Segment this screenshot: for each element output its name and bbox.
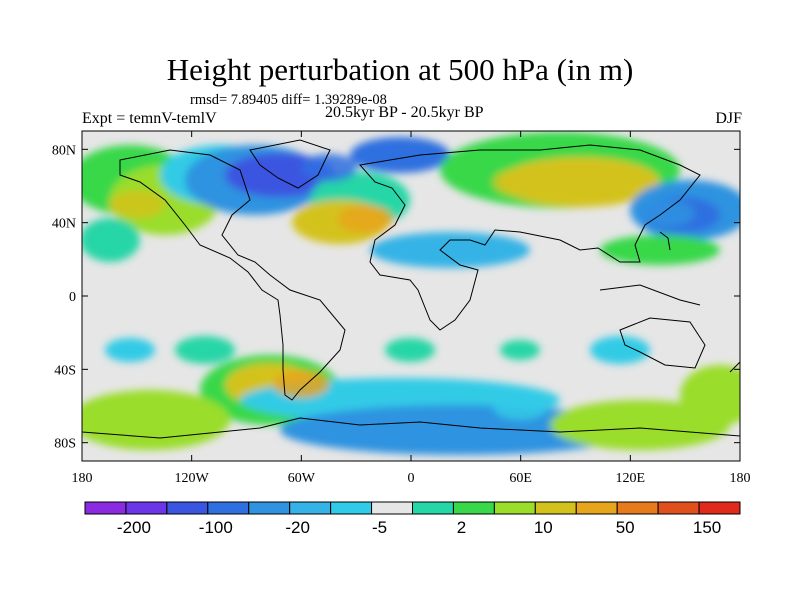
legend-swatch xyxy=(452,501,495,515)
perturbation-cell xyxy=(337,205,394,233)
legend-swatch xyxy=(616,501,659,515)
legend-label: 50 xyxy=(616,518,635,537)
lat-tick-label: 40S xyxy=(54,363,76,378)
perturbation-cell xyxy=(300,153,357,182)
shading-band xyxy=(550,400,730,450)
shading-band xyxy=(600,235,720,265)
legend-swatch xyxy=(330,501,373,515)
shading-band xyxy=(280,405,640,455)
perturbation-cell xyxy=(108,401,165,430)
legend-label: 2 xyxy=(457,518,466,537)
season-label: DJF xyxy=(715,110,742,127)
shading-band xyxy=(680,365,740,425)
lon-tick-label: 0 xyxy=(408,471,415,486)
legend-label: -200 xyxy=(117,518,151,537)
legend-label: 150 xyxy=(693,518,721,537)
experiment-label: Expt = temnV-temlV xyxy=(82,110,217,127)
shading-band xyxy=(105,338,155,362)
lon-tick-label: 120E xyxy=(616,471,646,486)
lat-tick-label: 80S xyxy=(54,437,76,452)
stats-label: rmsd= 7.89405 diff= 1.39289e-08 xyxy=(190,92,387,108)
legend-label: 10 xyxy=(534,518,553,537)
legend-swatch xyxy=(84,501,127,515)
shading-band xyxy=(82,218,140,262)
legend-swatch xyxy=(248,501,291,515)
shading-band xyxy=(175,336,235,364)
legend-swatch xyxy=(371,501,413,515)
legend-label: -20 xyxy=(285,518,310,537)
coastlines xyxy=(82,139,740,439)
lon-tick-label: 120W xyxy=(175,471,210,486)
shading-band xyxy=(350,137,450,173)
legend-swatch xyxy=(289,501,332,515)
shading-band xyxy=(500,157,660,207)
legend-swatch xyxy=(575,501,618,515)
lon-tick-label: 180 xyxy=(72,471,93,486)
legend-swatch xyxy=(493,501,536,515)
perturbation-cell xyxy=(492,168,549,197)
shading-band xyxy=(500,340,540,360)
legend-swatch xyxy=(412,501,454,515)
perturbation-cell xyxy=(273,370,330,398)
lat-tick-label: 80N xyxy=(52,143,76,158)
legend-swatch xyxy=(207,501,250,515)
lon-tick-label: 60E xyxy=(509,471,532,486)
legend-label: -100 xyxy=(199,518,233,537)
legend-swatch xyxy=(698,501,741,515)
period-label: 20.5kyr BP - 20.5kyr BP xyxy=(325,104,484,121)
shading-band xyxy=(590,336,650,364)
axis-tick-labels: 80N 40N 0 40S 80S 180 120W 60W 0 60E 120E 180 xyxy=(52,143,751,486)
perturbation-cell xyxy=(108,190,165,219)
legend-swatch xyxy=(125,501,168,515)
plot-title: Height perturbation at 500 hPa (in m) xyxy=(166,52,634,87)
legend-swatch xyxy=(534,501,577,515)
perturbation-cell xyxy=(638,199,695,228)
legend-swatch xyxy=(657,501,700,515)
shading-band xyxy=(385,338,435,362)
lat-tick-label: 0 xyxy=(69,290,76,305)
lat-tick-label: 40N xyxy=(52,217,76,232)
legend-label: -5 xyxy=(372,518,387,537)
axis-ticks xyxy=(81,131,741,461)
legend-swatch xyxy=(166,501,209,515)
shading-band xyxy=(370,232,530,268)
perturbation-cell xyxy=(492,392,549,420)
lon-tick-label: 60W xyxy=(288,471,316,486)
lon-tick-label: 180 xyxy=(730,471,751,486)
